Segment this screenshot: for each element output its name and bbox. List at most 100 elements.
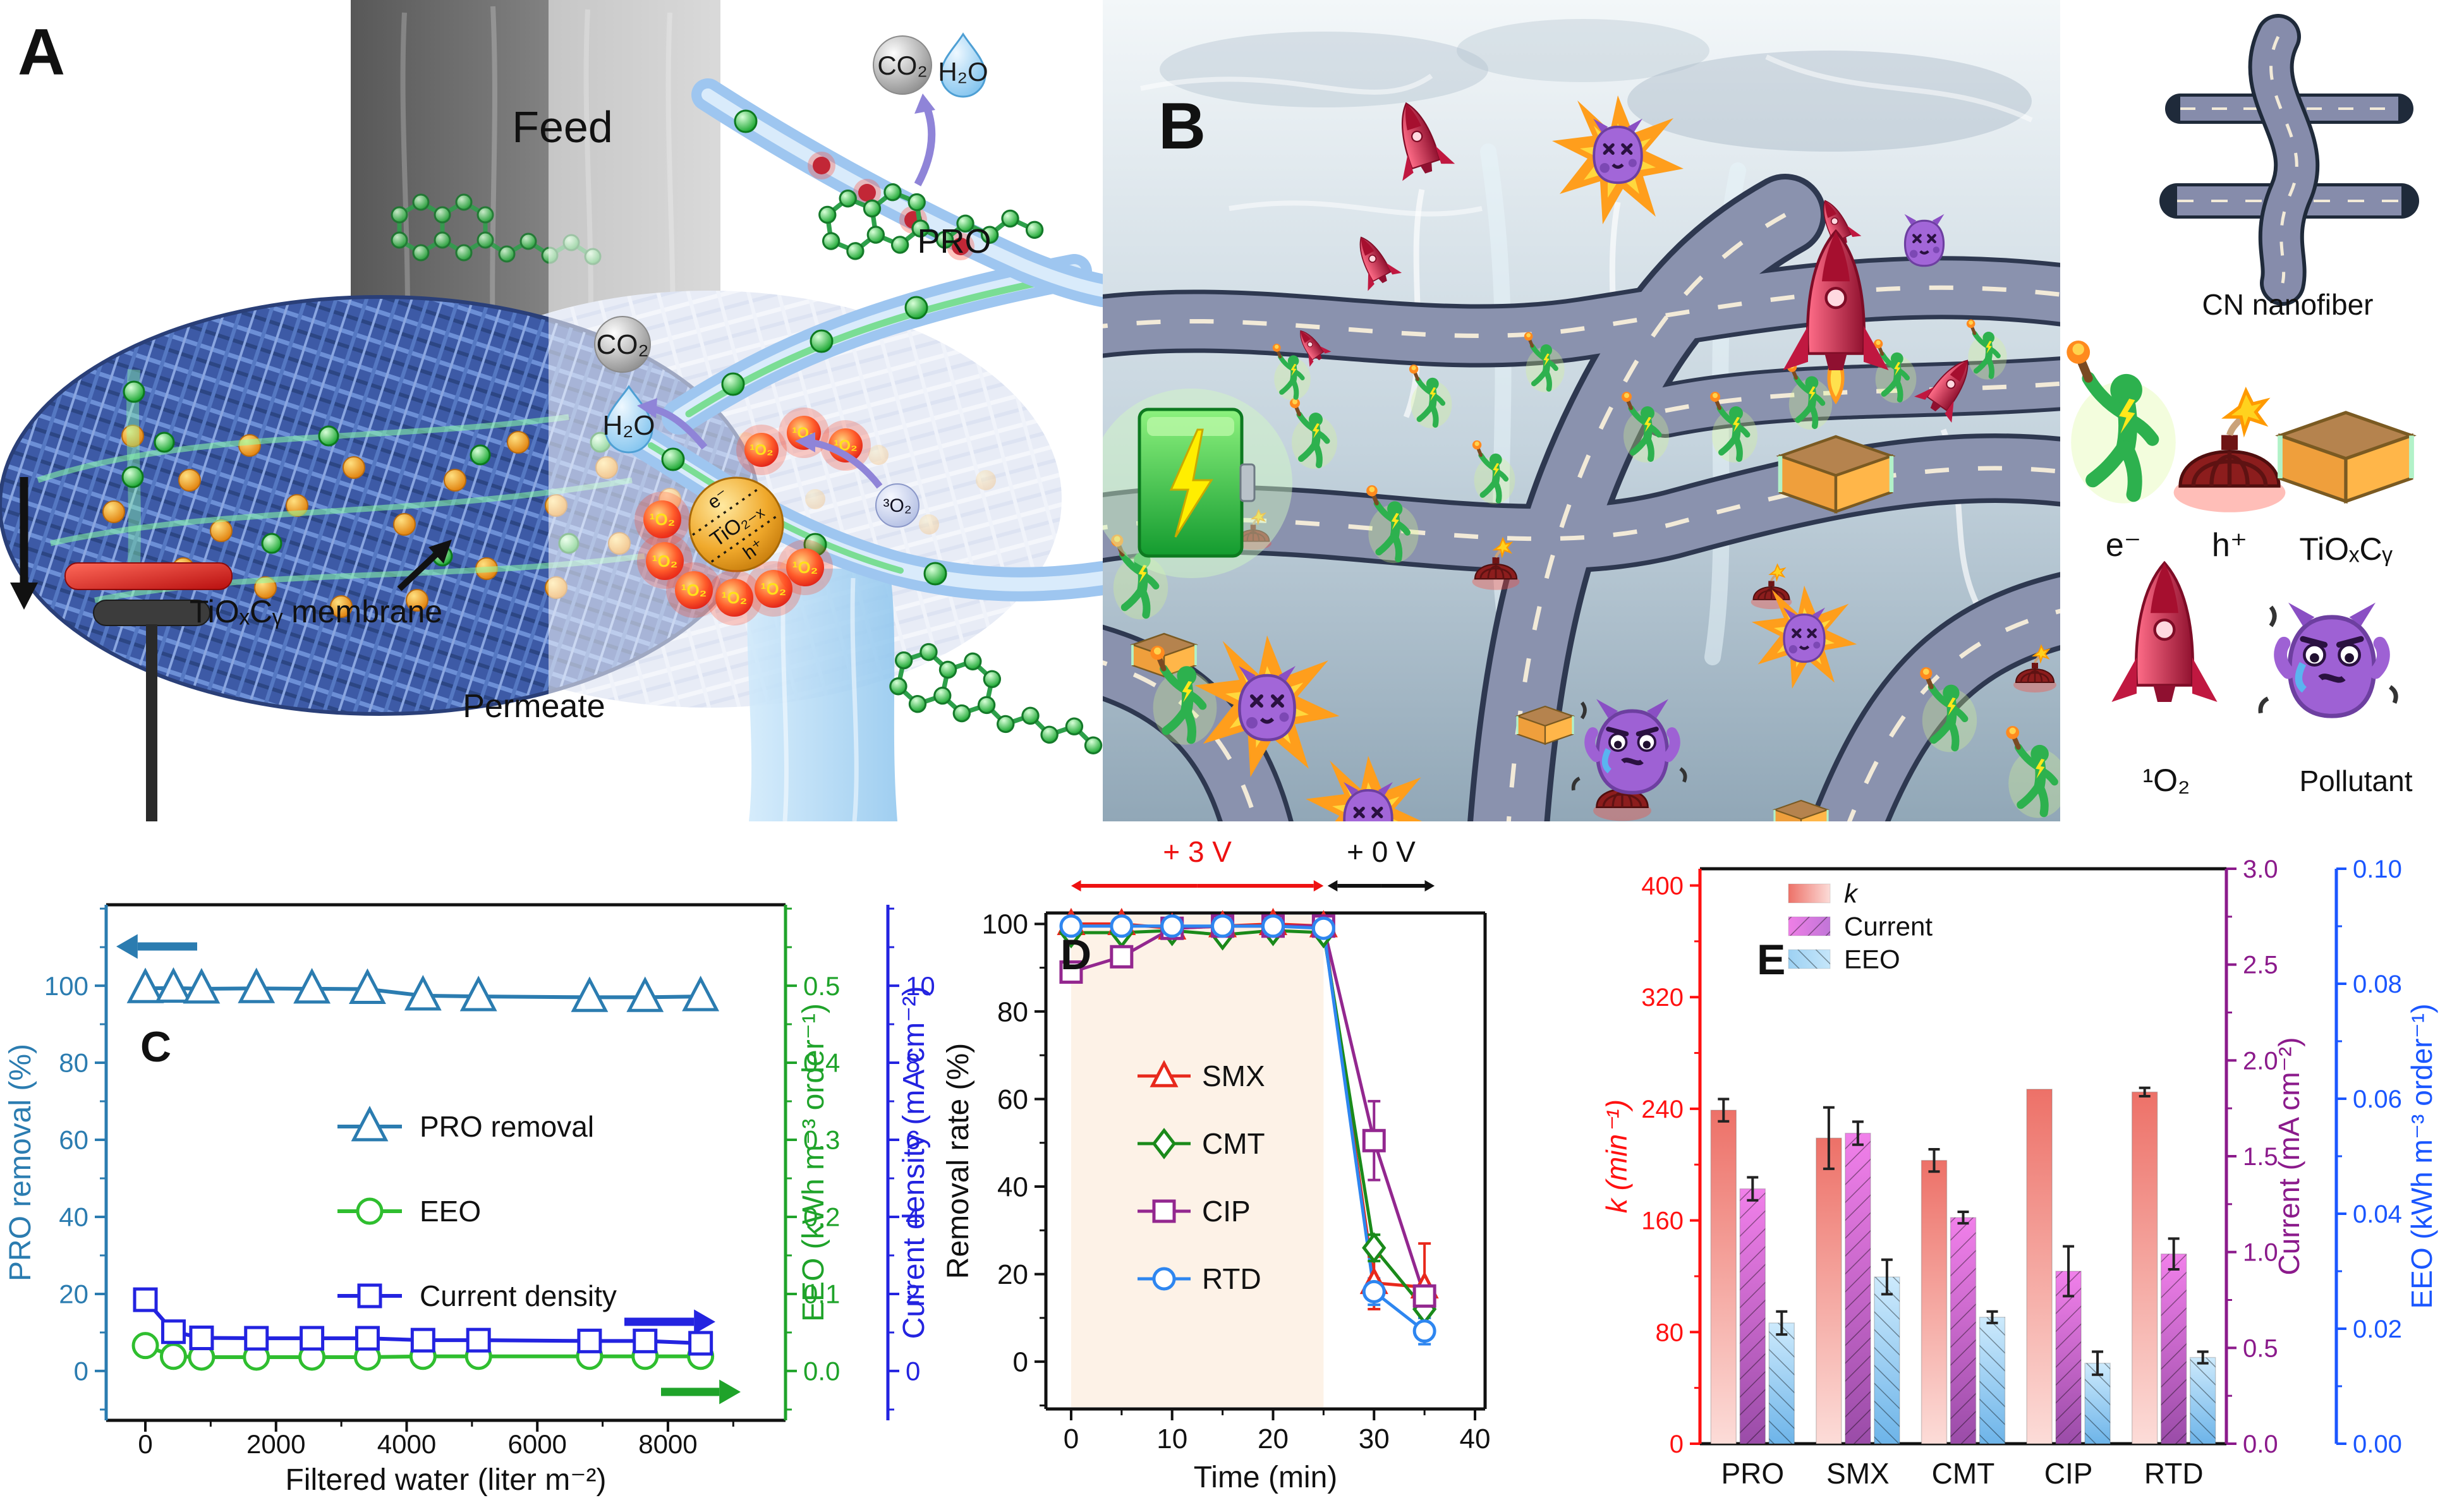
pollutant-monster-dead xyxy=(1593,119,1642,183)
svg-text:2.5: 2.5 xyxy=(2243,952,2278,979)
panel-letter-C: C xyxy=(140,1023,171,1071)
svg-text:¹O₂: ¹O₂ xyxy=(761,579,786,598)
pollutant-monster-dead xyxy=(1783,608,1825,662)
svg-text:¹O₂: ¹O₂ xyxy=(792,558,818,577)
pollutant-monster-icon xyxy=(2261,603,2396,716)
svg-text:0: 0 xyxy=(906,1357,920,1386)
electrode-assembly xyxy=(64,364,233,821)
legend-label-EEO: EEO xyxy=(1844,945,1900,974)
panel-a-art: e⁻ TiO₂₋ₓ h⁺ ¹O₂ ¹O₂ ¹O₂ ¹O₂ ¹O₂ ¹O₂ ¹O₂… xyxy=(0,0,1103,821)
singlet-oxygen-spheres: ¹O₂ ¹O₂ ¹O₂ ¹O₂ ¹O₂ ¹O₂ ¹O₂ ¹O₂ ¹O₂ xyxy=(634,408,871,626)
svg-text:k (min⁻¹): k (min⁻¹) xyxy=(1600,1099,1633,1213)
svg-text:80: 80 xyxy=(997,996,1028,1027)
svg-text:60: 60 xyxy=(59,1125,88,1155)
panel-b: B xyxy=(1103,0,2060,821)
nanofiber-tubes xyxy=(628,78,1103,601)
svg-text:40: 40 xyxy=(997,1171,1028,1202)
hole-bomb-icon xyxy=(2174,390,2286,512)
svg-text:EEO (kWh m⁻³ order⁻¹): EEO (kWh m⁻³ order⁻¹) xyxy=(797,1003,830,1322)
svg-text:20: 20 xyxy=(1258,1423,1289,1454)
svg-text:³O₂: ³O₂ xyxy=(883,495,912,516)
arrow-up-purple xyxy=(914,103,936,186)
svg-text:2.0: 2.0 xyxy=(2243,1047,2278,1075)
panel-e-chart: 0 80 160 240 320 400 k (min⁻¹) 0.0 0.5 1.0 1.5 2.0 2… xyxy=(1599,823,2464,1505)
svg-text:Removal rate (%): Removal rate (%) xyxy=(942,1043,975,1279)
svg-text:¹O₂: ¹O₂ xyxy=(750,442,773,459)
svg-text:100: 100 xyxy=(982,909,1028,940)
h2o-droplet-mid xyxy=(604,385,653,454)
svg-text:10: 10 xyxy=(1156,1423,1187,1454)
legend-label-RTD: RTD xyxy=(1202,1262,1261,1295)
legend-label-SMX: SMX xyxy=(1202,1060,1265,1092)
panel-d-chart: 0 10 20 30 40 Time (min) 0 20 40 60 80 100 Removal r… xyxy=(916,823,1706,1505)
panel-b-legend: CN nanofiber e⁻ h⁺ TiOₓCᵧ ¹O₂ Pollutant xyxy=(2060,0,2464,821)
feed-label: Feed xyxy=(512,102,613,152)
svg-text:0.10: 0.10 xyxy=(2353,855,2402,883)
bar-k-SMX xyxy=(1816,1137,1842,1444)
svg-text:3.0: 3.0 xyxy=(2243,855,2278,883)
bar-k-CMT xyxy=(1921,1159,1948,1444)
voltage-shaded-region xyxy=(1071,915,1324,1407)
lightning-bolt-icon xyxy=(1169,428,1213,538)
chart-E: 0 80 160 240 320 400 k (min⁻¹) 0.0 0.5 1.0 1.5 2.0 2… xyxy=(1600,855,2438,1490)
svg-text:0.0: 0.0 xyxy=(2243,1430,2278,1458)
svg-text:0.08: 0.08 xyxy=(2353,970,2402,998)
svg-text:8: 8 xyxy=(906,1048,920,1078)
svg-text:0: 0 xyxy=(138,1429,152,1459)
svg-text:PRO removal (%): PRO removal (%) xyxy=(4,1044,37,1281)
svg-text:EEO (kWh m⁻³ order⁻¹): EEO (kWh m⁻³ order⁻¹) xyxy=(2405,1003,2438,1309)
bar-k-RTD xyxy=(2131,1091,2158,1444)
tioxcy-legend-label: TiOₓCᵧ xyxy=(2299,531,2393,567)
h2o-top-label: H₂O xyxy=(938,57,988,87)
tioxcy-hexagon-icon xyxy=(2280,413,2412,501)
pollutant-monster-dead xyxy=(1239,666,1296,740)
membrane-label: TiOₓCᵧ membrane xyxy=(190,594,442,629)
category-label-RTD: RTD xyxy=(2144,1457,2204,1490)
panel-a: e⁻ TiO₂₋ₓ h⁺ ¹O₂ ¹O₂ ¹O₂ ¹O₂ ¹O₂ ¹O₂ ¹O₂… xyxy=(0,0,1103,821)
svg-text:Time (min): Time (min) xyxy=(1194,1461,1338,1494)
battery-icon xyxy=(1103,389,1292,578)
h2o-mid-label: H₂O xyxy=(602,410,655,441)
svg-text:¹O₂: ¹O₂ xyxy=(650,510,675,529)
svg-text:¹O₂: ¹O₂ xyxy=(652,552,677,571)
svg-text:40: 40 xyxy=(59,1202,88,1232)
svg-text:Filtered water (liter m⁻²): Filtered water (liter m⁻²) xyxy=(285,1463,606,1497)
svg-text:100: 100 xyxy=(44,971,88,1001)
co2-mid-label: CO₂ xyxy=(596,329,648,360)
svg-text:0.1: 0.1 xyxy=(803,1279,840,1309)
svg-text:0.2: 0.2 xyxy=(803,1202,840,1232)
svg-text:6000: 6000 xyxy=(507,1429,566,1459)
voltage-annotation: + 3 V xyxy=(1163,835,1232,868)
svg-text:2000: 2000 xyxy=(246,1429,305,1459)
arrow-o3-to-o2 xyxy=(810,438,883,489)
svg-text:0.02: 0.02 xyxy=(2353,1315,2402,1343)
legend-label-CMT: CMT xyxy=(1202,1127,1265,1160)
category-label-SMX: SMX xyxy=(1826,1457,1890,1490)
bar-k-CIP xyxy=(2026,1089,2053,1444)
panel-b-legend-art: CN nanofiber e⁻ h⁺ TiOₓCᵧ ¹O₂ Pollutant xyxy=(2060,14,2419,798)
singlet-oxygen-rocket-icon xyxy=(2111,563,2217,702)
svg-text:20: 20 xyxy=(59,1279,88,1309)
svg-text:¹O₂: ¹O₂ xyxy=(681,581,707,600)
svg-text:40: 40 xyxy=(1460,1423,1491,1454)
chart-D: 0 10 20 30 40 Time (min) 0 20 40 60 80 100 Removal r… xyxy=(942,835,1491,1494)
cn-nanofiber-label: CN nanofiber xyxy=(2202,288,2373,321)
membrane-arrow xyxy=(397,546,445,591)
flow-direction-arrow xyxy=(10,477,38,610)
category-label-CMT: CMT xyxy=(1932,1457,1995,1490)
h2o-droplet-top xyxy=(940,32,986,98)
svg-text:0.4: 0.4 xyxy=(803,1048,840,1078)
category-label-PRO: PRO xyxy=(1721,1457,1784,1490)
svg-text:4000: 4000 xyxy=(377,1429,436,1459)
svg-text:4: 4 xyxy=(906,1202,920,1232)
svg-text:1.0: 1.0 xyxy=(2243,1239,2278,1267)
svg-text:0.0: 0.0 xyxy=(803,1357,840,1386)
tio2x-particle: e⁻ TiO₂₋ₓ h⁺ xyxy=(688,476,784,572)
bar-k-PRO xyxy=(1710,1109,1737,1444)
cn-nanofiber-road-icon xyxy=(2159,14,2419,306)
svg-text:80: 80 xyxy=(1656,1319,1684,1346)
svg-text:0: 0 xyxy=(1064,1423,1079,1454)
svg-text:240: 240 xyxy=(1641,1096,1684,1123)
pro-label: PRO xyxy=(917,222,991,260)
